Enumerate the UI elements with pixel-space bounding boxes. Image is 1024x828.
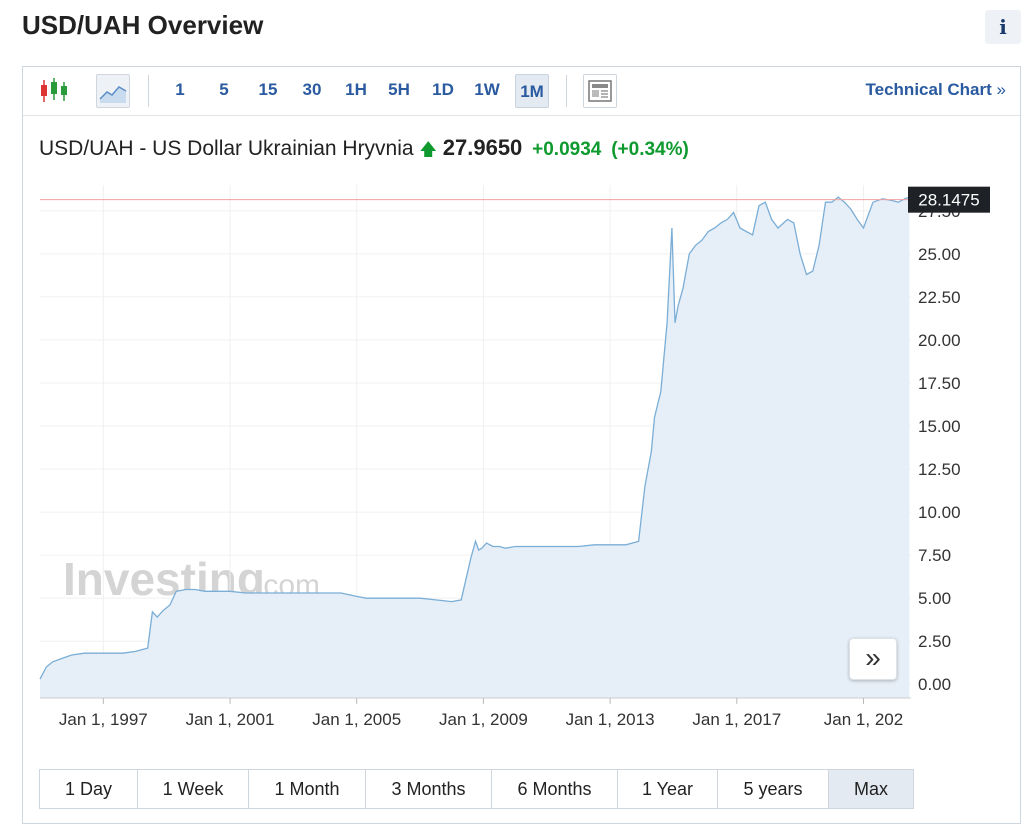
double-chevron-right-icon: »: [865, 642, 881, 673]
y-tick-label: 25.00: [918, 245, 961, 264]
range-max[interactable]: Max: [829, 770, 913, 808]
interval-1h[interactable]: 1H: [345, 80, 367, 99]
y-tick-label: 10.00: [918, 503, 961, 522]
interval-1m[interactable]: 1M: [515, 74, 549, 108]
last-price: 27.9650: [442, 135, 523, 160]
current-price-box: [908, 186, 990, 213]
toolbar-separator: [566, 75, 567, 107]
range-3-months[interactable]: 3 Months: [366, 770, 492, 808]
interval-5[interactable]: 5: [219, 80, 229, 99]
interval-1d[interactable]: 1D: [432, 80, 454, 99]
y-tick-label: 12.50: [918, 460, 961, 479]
y-tick-label: 0.00: [918, 675, 951, 694]
scroll-to-latest-button[interactable]: »: [849, 638, 897, 680]
range-1-week[interactable]: 1 Week: [138, 770, 249, 808]
y-tick-label: 7.50: [918, 546, 951, 565]
interval-15[interactable]: 15: [258, 80, 278, 99]
price-chart[interactable]: Investing.com0.002.505.007.5010.0012.501…: [23, 67, 1020, 767]
news-icon[interactable]: [583, 74, 617, 108]
toolbar-separator: [148, 75, 149, 107]
interval-30[interactable]: 30: [302, 80, 322, 99]
range-1-day[interactable]: 1 Day: [40, 770, 138, 808]
x-tick-label: Jan 1, 2001: [186, 710, 275, 729]
range-6-months[interactable]: 6 Months: [492, 770, 618, 808]
quote-header: USD/UAH - US Dollar Ukrainian Hryvnia 🡅 …: [39, 135, 689, 166]
range-5-years[interactable]: 5 years: [718, 770, 829, 808]
series-line: [39, 196, 910, 680]
chevron-right-icon: »: [996, 80, 1006, 99]
x-tick-label: Jan 1, 2013: [566, 710, 655, 729]
info-button[interactable]: i: [985, 10, 1021, 44]
x-tick-label: Jan 1, 2017: [692, 710, 781, 729]
technical-chart-label: Technical Chart: [865, 80, 992, 99]
y-tick-label: 5.00: [918, 589, 951, 608]
y-tick-label: 20.00: [918, 331, 961, 350]
y-tick-label: 17.50: [918, 374, 961, 393]
range-selector: 1 Day 1 Week 1 Month 3 Months 6 Months 1…: [39, 769, 914, 809]
range-1-year[interactable]: 1 Year: [618, 770, 718, 808]
x-tick-label: Jan 1, 2005: [312, 710, 401, 729]
x-tick-label: Jan 1, 202: [824, 710, 903, 729]
range-1-month[interactable]: 1 Month: [249, 770, 366, 808]
instrument-name: USD/UAH - US Dollar Ukrainian Hryvnia: [39, 137, 414, 160]
page-title: USD/UAH Overview: [22, 10, 264, 40]
x-tick-label: Jan 1, 1997: [59, 710, 148, 729]
technical-chart-link[interactable]: Technical Chart »: [866, 80, 1006, 100]
current-price-label: 28.1475: [918, 191, 979, 210]
x-tick-label: Jan 1, 2009: [439, 710, 528, 729]
price-change: +0.0934: [532, 139, 602, 160]
chart-toolbar: 1 5 15 30 1H 5H 1D 1W 1M Technical Chart…: [23, 67, 1020, 116]
line-chart-icon[interactable]: [96, 74, 130, 108]
chart-panel: 1 5 15 30 1H 5H 1D 1W 1M Technical Chart…: [22, 66, 1021, 824]
y-tick-label: 15.00: [918, 417, 961, 436]
y-tick-label: 22.50: [918, 288, 961, 307]
interval-1w[interactable]: 1W: [474, 80, 500, 99]
up-arrow-icon: 🡅: [419, 140, 437, 159]
series-area: [40, 197, 910, 698]
y-tick-label: 2.50: [918, 632, 951, 651]
interval-1[interactable]: 1: [175, 80, 185, 99]
interval-5h[interactable]: 5H: [388, 80, 410, 99]
candlestick-icon[interactable]: [37, 74, 71, 108]
price-change-percent: (+0.34%): [611, 139, 689, 160]
